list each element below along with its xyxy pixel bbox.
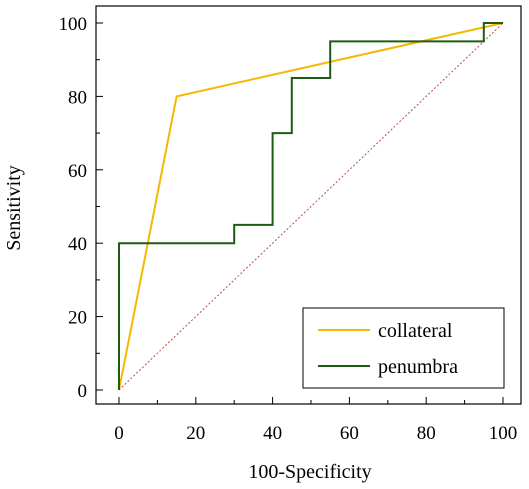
legend-label-collateral: collateral bbox=[378, 320, 453, 342]
series-line-collateral bbox=[118, 22, 504, 391]
reference-diagonal-line bbox=[118, 22, 504, 391]
legend: collateral penumbra bbox=[302, 307, 505, 389]
reference-line-layer bbox=[118, 22, 504, 391]
x-axis-title: 100-Specificity bbox=[248, 461, 371, 483]
x-tick-label: 100 bbox=[489, 423, 518, 444]
x-tick-label: 40 bbox=[263, 423, 282, 444]
legend-label-penumbra: penumbra bbox=[378, 356, 458, 378]
y-tick-label: 0 bbox=[78, 381, 88, 402]
y-tick-label: 100 bbox=[59, 14, 88, 35]
x-tick-label: 0 bbox=[114, 423, 124, 444]
series-layer bbox=[118, 22, 504, 391]
series-line-penumbra bbox=[118, 22, 503, 390]
legend-box bbox=[302, 307, 505, 389]
x-tick-label: 60 bbox=[340, 423, 359, 444]
plot-frame bbox=[95, 5, 522, 405]
x-tick-label: 20 bbox=[186, 423, 205, 444]
x-tick-label: 80 bbox=[417, 423, 436, 444]
y-tick-label: 40 bbox=[68, 234, 87, 255]
tick-layer: 0 20 40 60 80 100 0 20 40 60 80 100 bbox=[59, 14, 518, 444]
y-tick-label: 60 bbox=[68, 161, 87, 182]
y-tick-label: 20 bbox=[68, 308, 87, 329]
y-tick-label: 80 bbox=[68, 87, 87, 108]
y-axis-title: Sensitivity bbox=[3, 165, 25, 251]
